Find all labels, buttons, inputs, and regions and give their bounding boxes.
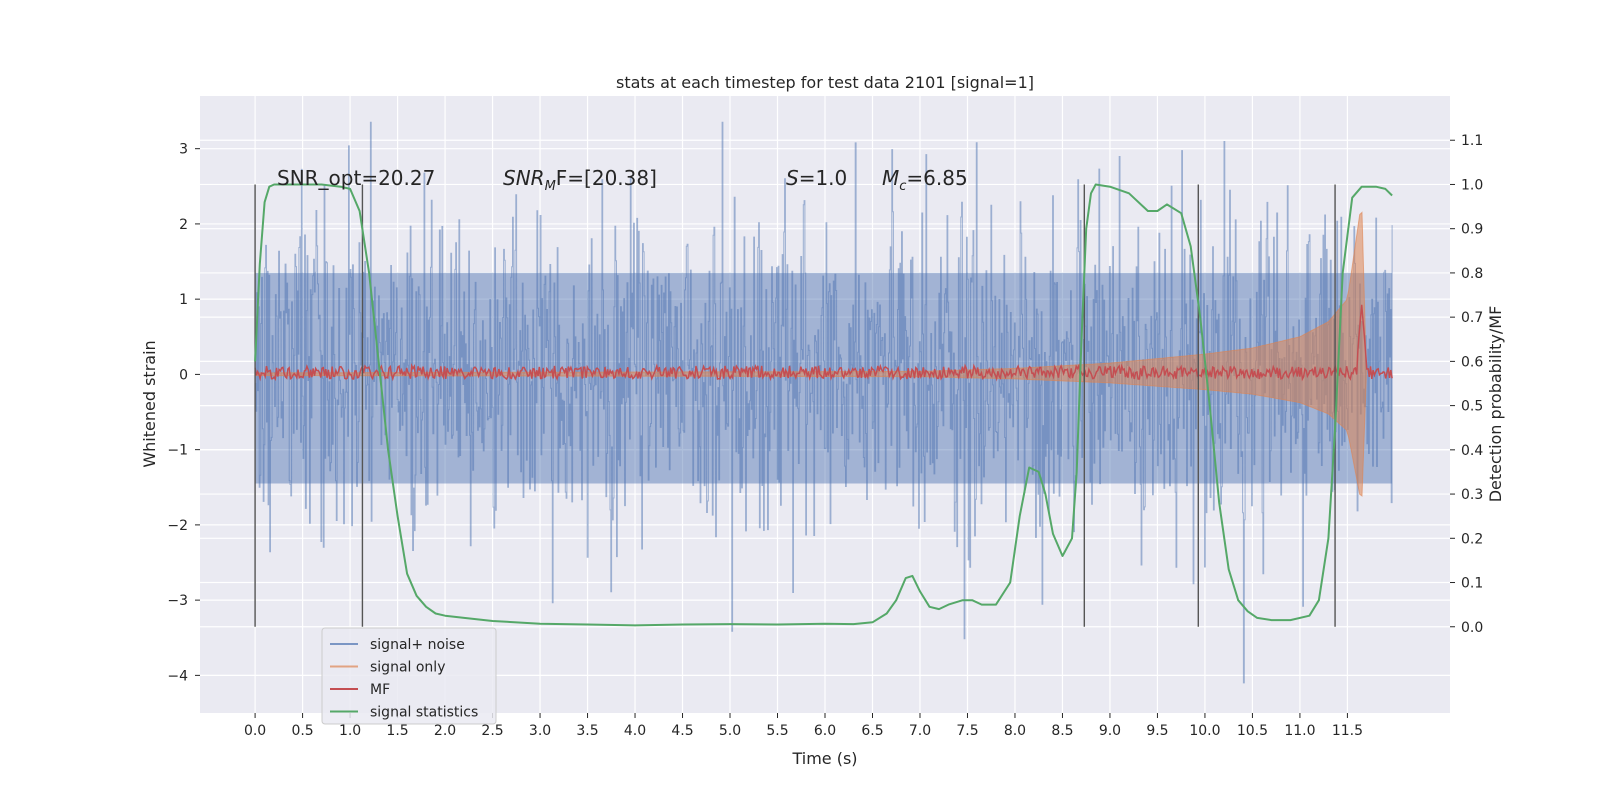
y-tick-label: 3	[179, 142, 188, 158]
annotation-snr-mf: SNRMF=[20.38]	[503, 166, 657, 194]
y2-tick-label: 0.6	[1461, 354, 1483, 370]
snr-mf-symbol: SNR	[503, 166, 545, 190]
y2-tick-label: 0.1	[1461, 576, 1483, 592]
x-tick-label: 1.5	[386, 723, 408, 739]
x-tick-label: 3.5	[576, 723, 598, 739]
s-symbol: S	[786, 166, 799, 190]
y2-tick-label: 1.0	[1461, 177, 1483, 193]
y-tick-label: −1	[167, 443, 188, 459]
y2-axis-label: Detection probability/MF	[1486, 306, 1505, 503]
legend-label: signal statistics	[370, 705, 478, 721]
legend-item: MF	[330, 682, 390, 698]
y2-tick-label: 0.0	[1461, 620, 1483, 636]
stats-annotations: SNR_opt=20.27 SNRMF=[20.38] S=1.0 Mc=6.8…	[277, 166, 968, 194]
legend-item: signal only	[330, 660, 445, 676]
x-tick-label: 0.5	[291, 723, 313, 739]
mc-symbol: M	[882, 166, 899, 190]
x-tick-label: 9.5	[1146, 723, 1168, 739]
legend: signal+ noise signal only MF signal statist…	[321, 627, 497, 725]
mf-line	[254, 304, 1393, 382]
y2-tick-label: 0.5	[1461, 399, 1483, 415]
y2-tick-label: 0.2	[1461, 531, 1483, 547]
x-tick-label: 0.0	[244, 723, 266, 739]
annotation-snr-opt: SNR_opt=20.27	[277, 166, 435, 190]
mc-subscript: c	[899, 179, 906, 194]
y-tick-label: 0	[179, 367, 188, 383]
legend-label: signal only	[370, 660, 445, 676]
x-tick-label: 8.5	[1051, 723, 1073, 739]
x-tick-label: 6.0	[814, 723, 836, 739]
x-tick-label: 10.0	[1189, 723, 1220, 739]
x-tick-label: 5.5	[766, 723, 788, 739]
y-tick-label: 2	[179, 217, 188, 233]
y-axis-ticks: −4 −3 −2 −1 0 1 2 3	[167, 142, 200, 684]
legend-item: signal+ noise	[330, 637, 465, 653]
x-tick-label: 10.5	[1237, 723, 1268, 739]
legend-item: signal statistics	[330, 705, 478, 721]
x-tick-label: 11.5	[1332, 723, 1363, 739]
x-tick-label: 3.0	[529, 723, 551, 739]
snr-mf-subscript: M	[545, 179, 556, 194]
x-tick-label: 2.5	[481, 723, 503, 739]
x-tick-label: 4.0	[624, 723, 646, 739]
y2-tick-label: 0.9	[1461, 222, 1483, 238]
x-tick-label: 9.0	[1099, 723, 1121, 739]
y2-tick-label: 0.4	[1461, 443, 1483, 459]
y-tick-label: 1	[179, 292, 188, 308]
legend-label: signal+ noise	[370, 637, 465, 653]
mc-value: =6.85	[906, 166, 967, 190]
y2-tick-label: 0.8	[1461, 266, 1483, 282]
snr-mf-value: F=[20.38]	[556, 166, 657, 190]
s-value: =1.0	[799, 166, 848, 190]
x-tick-label: 1.0	[339, 723, 361, 739]
y2-tick-label: 0.3	[1461, 487, 1483, 503]
y-axis-label: Whitened strain	[140, 340, 159, 467]
signal-statistics-series	[254, 183, 1393, 627]
x-tick-label: 7.5	[956, 723, 978, 739]
chart-title: stats at each timestep for test data 210…	[616, 73, 1034, 92]
y-tick-label: −2	[167, 518, 188, 534]
annotation-mc: Mc=6.85	[882, 166, 968, 194]
vertical-marker-lines	[254, 184, 1336, 627]
x-tick-label: 5.0	[719, 723, 741, 739]
x-tick-label: 11.0	[1284, 723, 1315, 739]
y-tick-label: −3	[167, 593, 188, 609]
x-tick-label: 4.5	[671, 723, 693, 739]
y-tick-label: −4	[167, 668, 188, 684]
plot-area	[254, 121, 1393, 684]
legend-box	[321, 627, 497, 725]
y2-tick-label: 1.1	[1461, 133, 1483, 149]
y2-tick-label: 0.7	[1461, 310, 1483, 326]
x-axis-ticks: 0.0 0.5 1.0 1.5 2.0 2.5 3.0 3.5 4.0 4.5 5.0 5.5 6.0 6…	[244, 713, 1363, 739]
signal-statistics-line	[254, 183, 1393, 627]
x-tick-label: 6.5	[861, 723, 883, 739]
x-tick-label: 2.0	[434, 723, 456, 739]
annotation-s: S=1.0	[786, 166, 847, 190]
x-tick-label: 8.0	[1004, 723, 1026, 739]
x-tick-label: 7.0	[909, 723, 931, 739]
legend-label: MF	[370, 682, 390, 698]
mf-series	[254, 304, 1393, 382]
x-axis-label: Time (s)	[791, 749, 857, 768]
y2-axis-ticks: 0.0 0.1 0.2 0.3 0.4 0.5 0.6 0.7 0.8 0.9 1.0 1.1	[1450, 133, 1483, 636]
